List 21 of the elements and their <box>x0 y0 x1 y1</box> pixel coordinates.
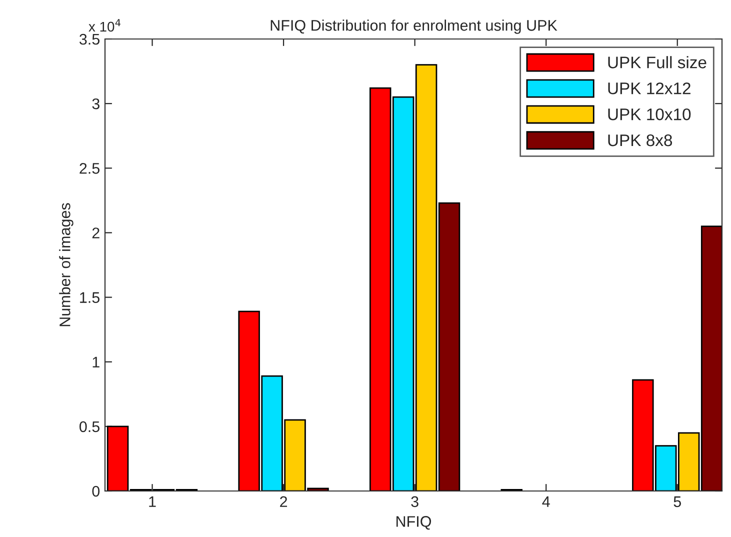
x-tick-label: 3 <box>411 496 418 508</box>
x-tick-label: 5 <box>674 496 681 508</box>
y-tick-label: 3 <box>92 98 100 110</box>
chart-title: NFIQ Distribution for enrolment using UPK <box>270 20 558 34</box>
legend-label: UPK 8x8 <box>608 134 672 146</box>
x-tick-label: 4 <box>542 496 550 507</box>
legend-label: UPK 10x10 <box>608 108 691 120</box>
legend-label: UPK 12x12 <box>608 82 690 94</box>
x-axis-title: NFIQ <box>396 516 432 530</box>
y-tick-label: 2 <box>92 228 100 238</box>
y-tick-label: 1 <box>92 356 100 368</box>
legend-label: UPK Full size <box>608 56 706 68</box>
y-tick-label: 0.5 <box>80 421 100 432</box>
text: x 10$^{4}$ <box>88 19 120 32</box>
y-tick-label: 0 <box>92 486 100 497</box>
x-tick-label: 2 <box>280 496 288 507</box>
y-tick-label: 3.5 <box>79 34 100 45</box>
y-axis-title: Number of images <box>59 203 74 326</box>
y-tick-label: 1.5 <box>80 292 100 303</box>
x-tick-label: 1 <box>149 496 156 507</box>
y-tick-label: 2.5 <box>80 163 100 174</box>
